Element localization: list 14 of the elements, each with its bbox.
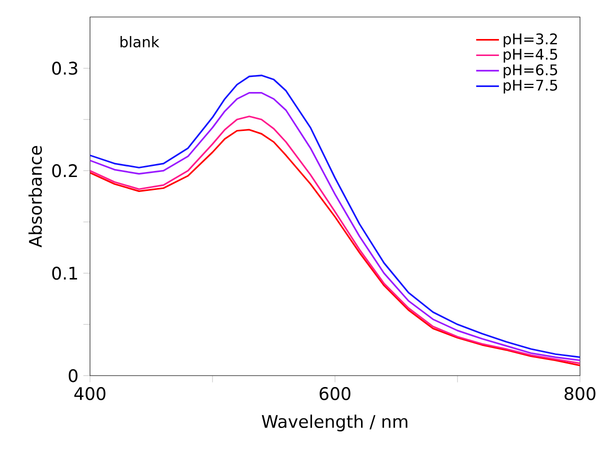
x-tick-label: 800 <box>564 387 596 400</box>
y-tick-label: 0 <box>68 369 78 382</box>
legend-label: pH=4.5 <box>504 48 558 63</box>
x-axis-title: Wavelength / nm <box>262 414 408 432</box>
x-tick-label: 600 <box>320 387 350 400</box>
y-tick-label: 0.1 <box>52 266 78 280</box>
legend-label: pH=7.5 <box>504 80 558 94</box>
legend-label: pH=6.5 <box>504 64 558 78</box>
x-tick-label: 400 <box>74 387 106 400</box>
y-tick-label: 0.3 <box>52 62 78 75</box>
y-tick-label: 0.2 <box>52 164 77 178</box>
y-axis-title: Absorbance <box>28 146 42 248</box>
annotation: blank <box>120 36 160 48</box>
legend-label: pH=3.2 <box>504 33 557 48</box>
